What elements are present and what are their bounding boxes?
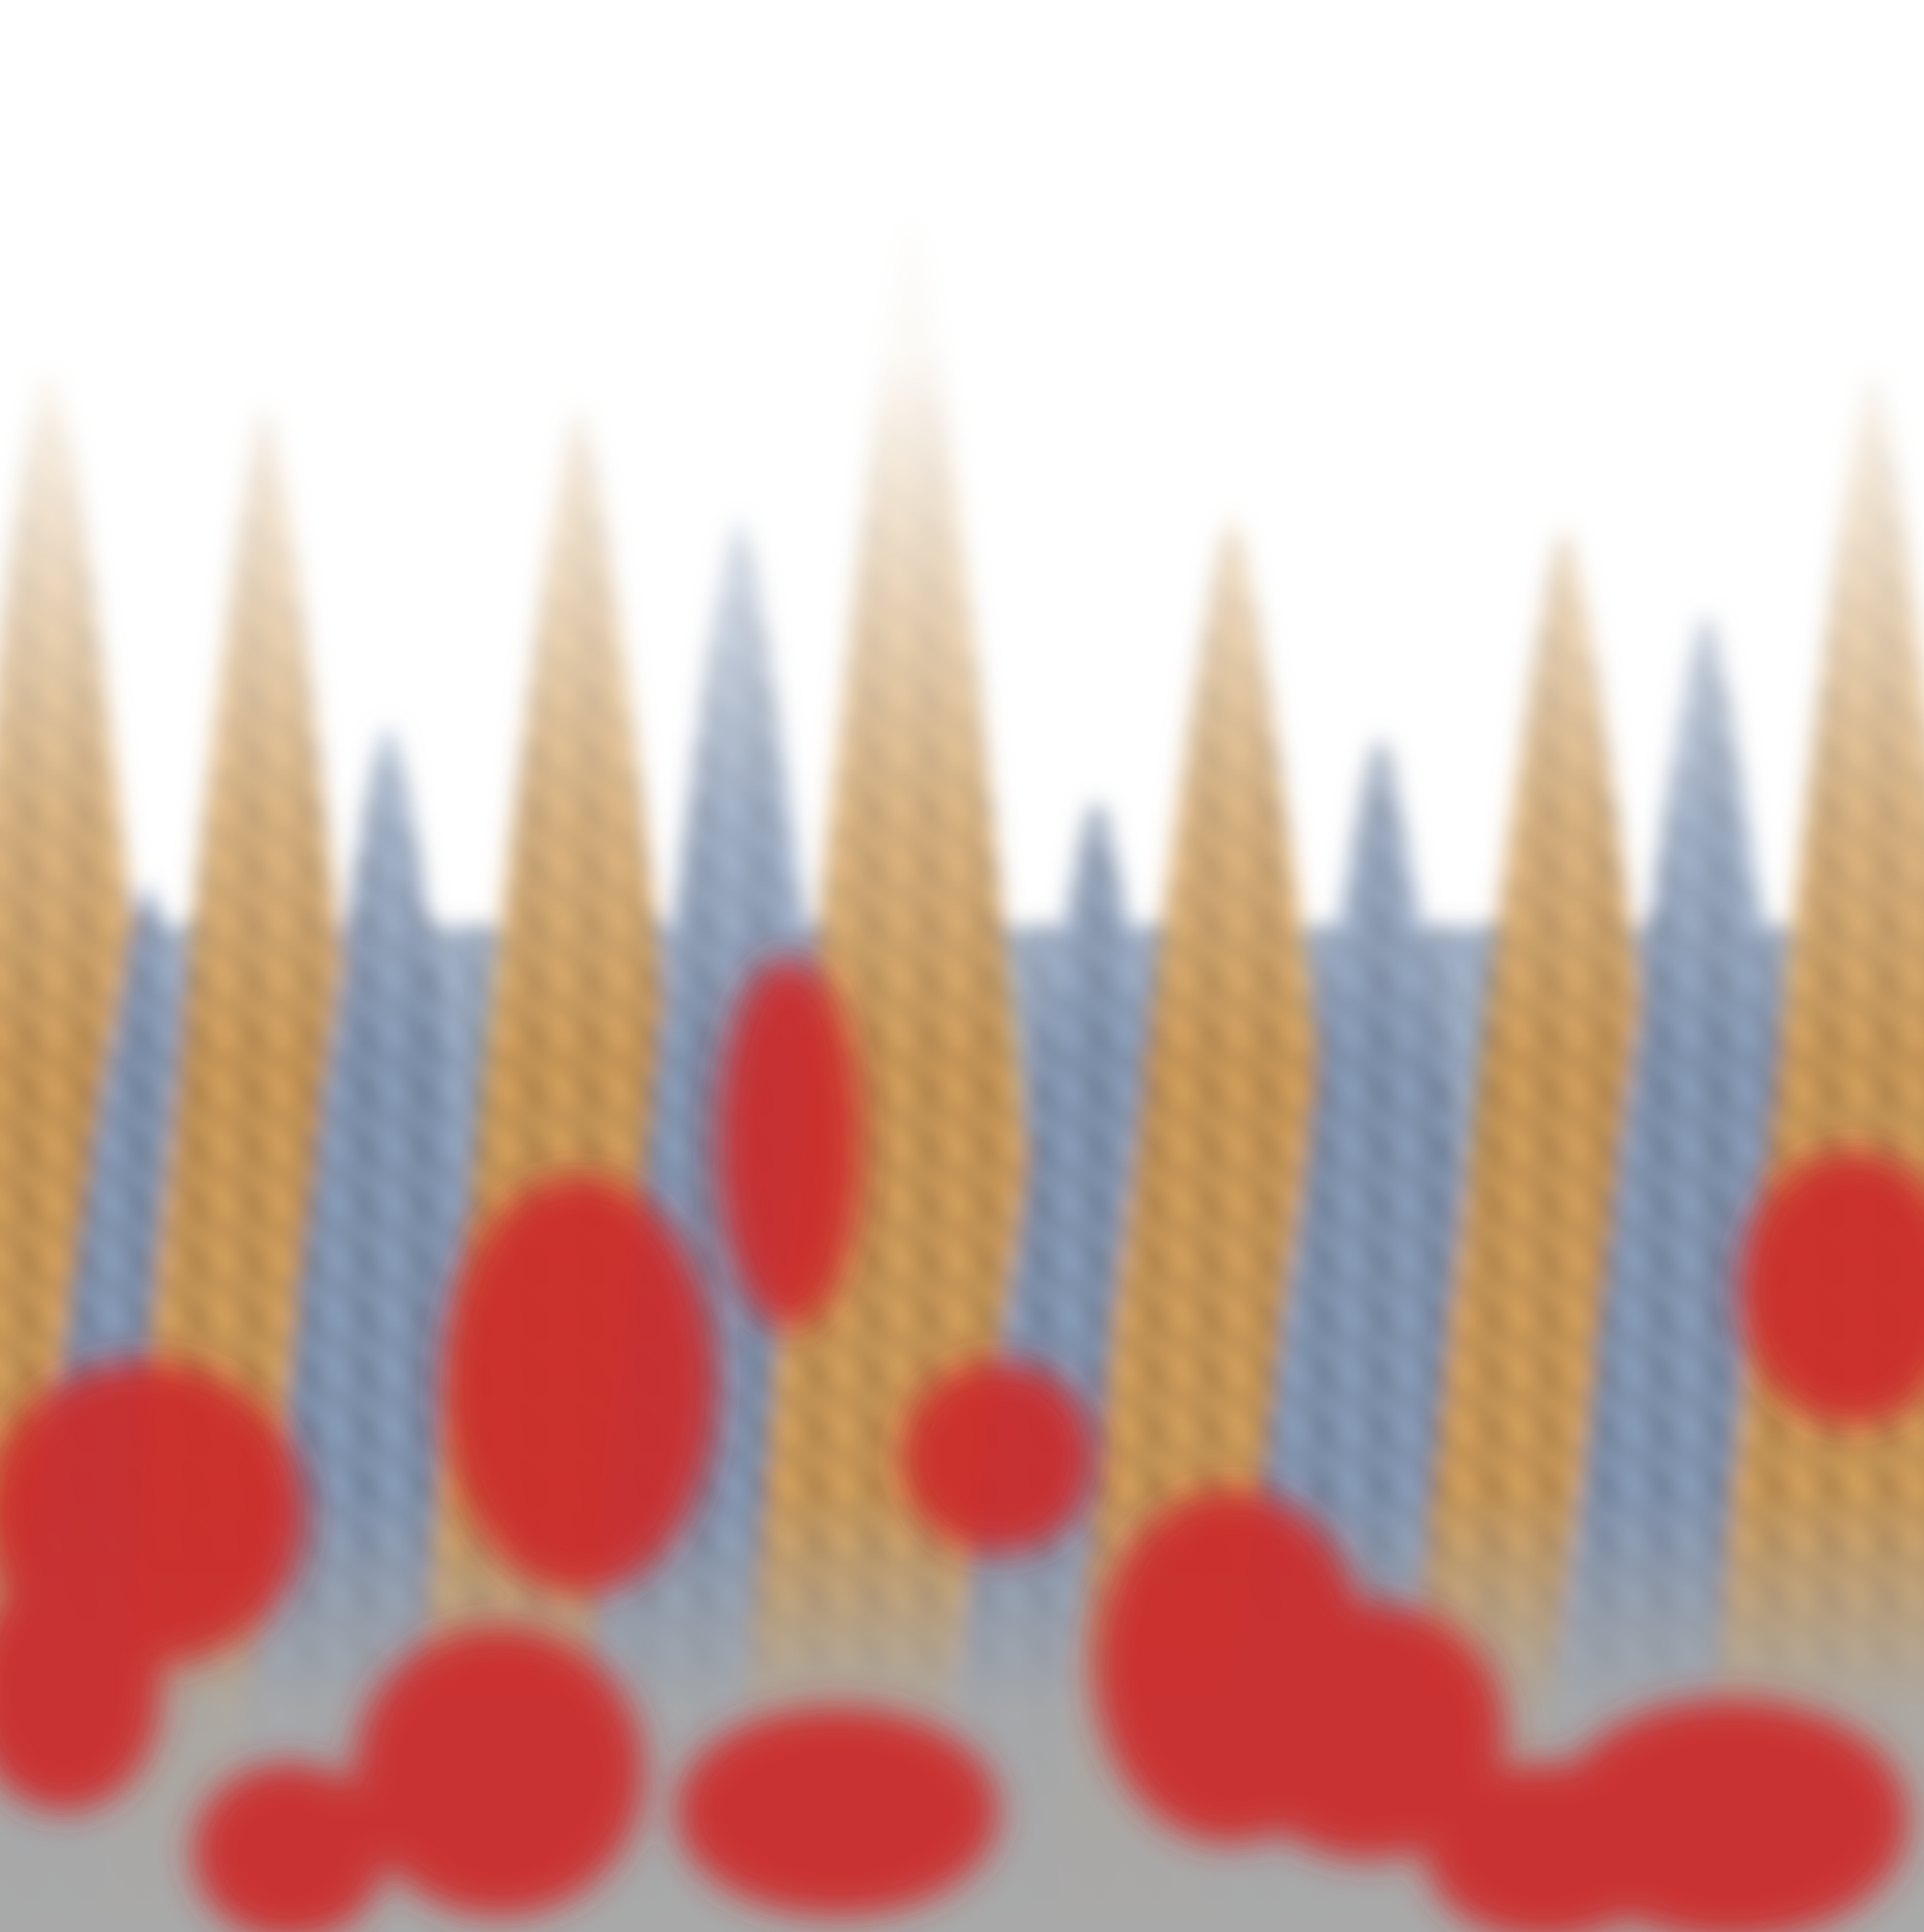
red-blob <box>443 1175 716 1594</box>
red-blob <box>1232 1602 1505 1860</box>
red-blob <box>1425 1763 1666 1932</box>
red-blob <box>0 1570 161 1811</box>
red-blob <box>1739 1151 1924 1425</box>
red-blob <box>716 958 861 1328</box>
red-blob <box>354 1626 644 1916</box>
red-blob <box>193 1763 386 1932</box>
red-blob <box>902 1360 1095 1554</box>
red-paint <box>0 958 1924 1932</box>
red-blob <box>676 1707 998 1916</box>
